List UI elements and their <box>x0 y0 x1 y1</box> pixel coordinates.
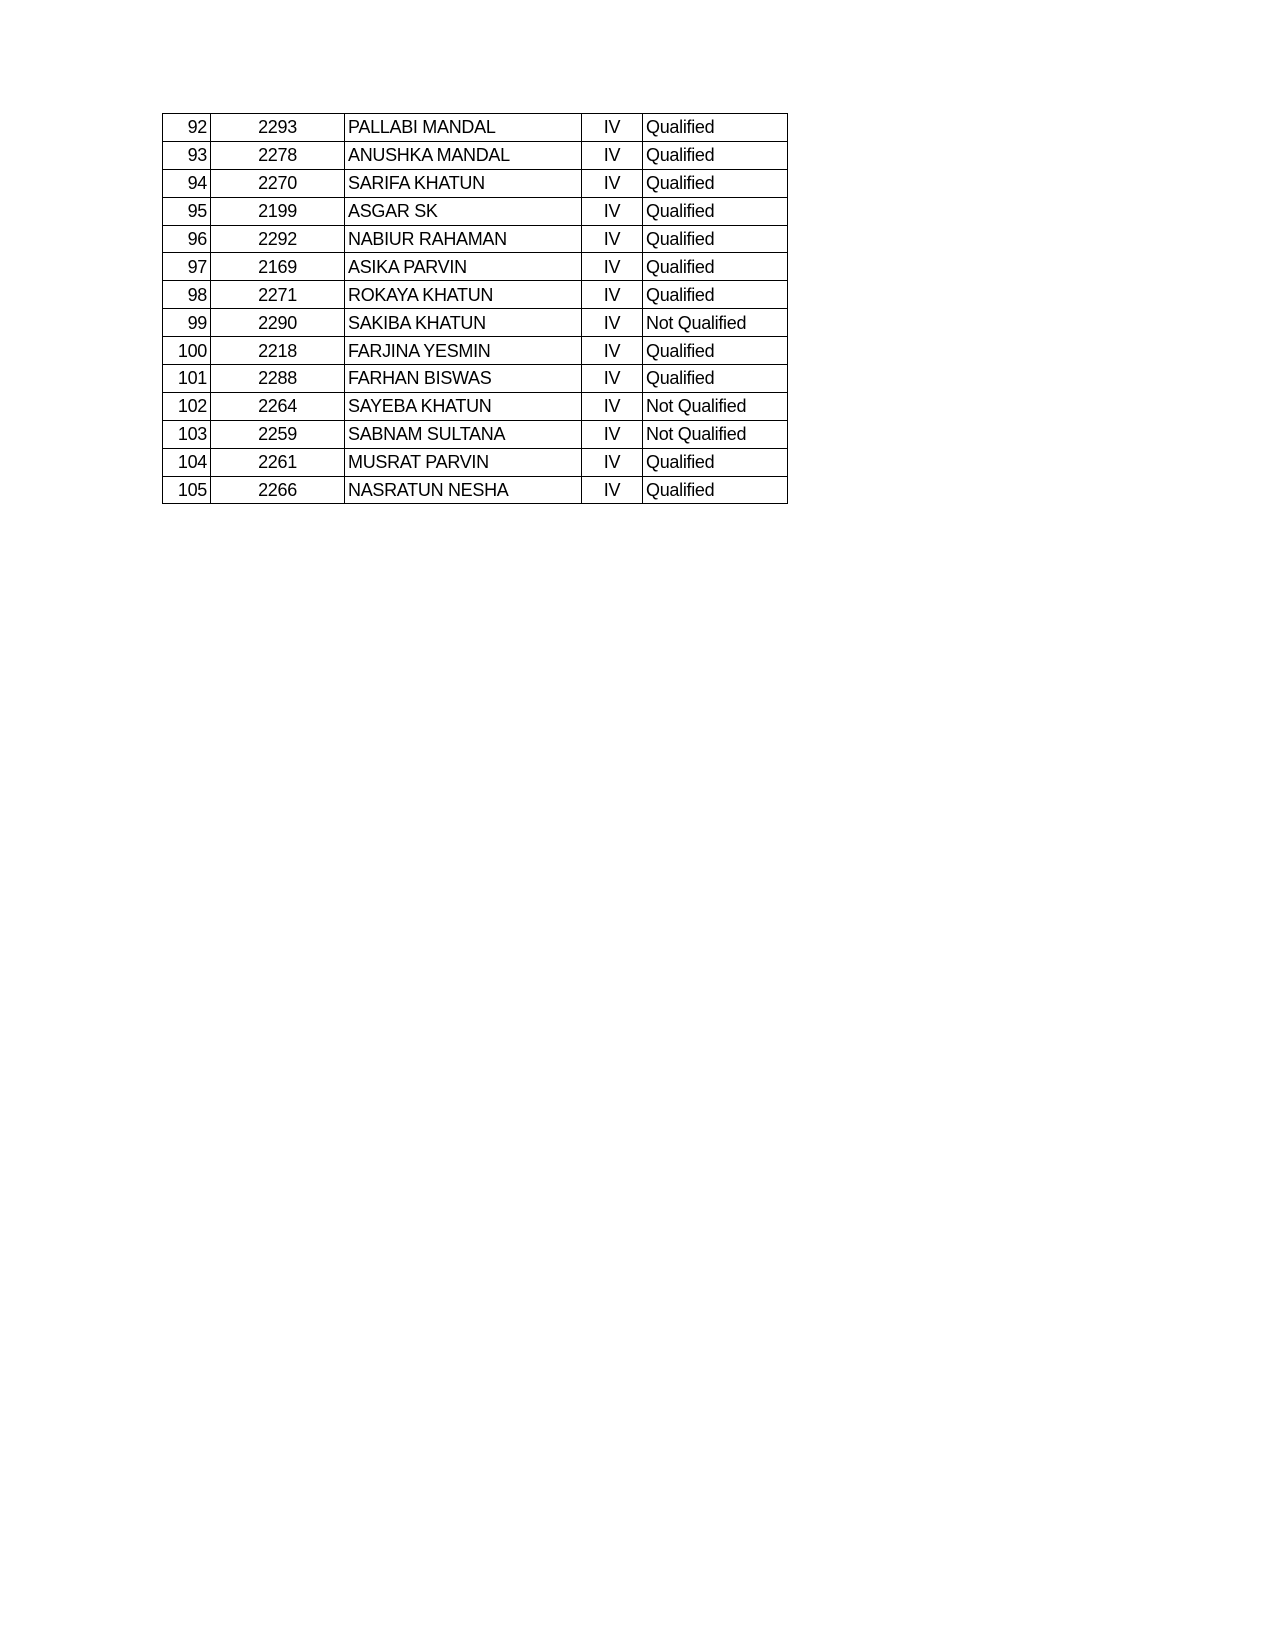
results-table: 92 2293 PALLABI MANDAL IV Qualified 93 2… <box>162 113 788 505</box>
class-cell: IV <box>581 196 643 226</box>
status-cell: Qualified <box>642 280 788 310</box>
class-cell: IV <box>581 364 643 393</box>
serial-cell: 92 <box>162 113 211 142</box>
serial-cell: 96 <box>162 224 211 254</box>
table-row: 101 2288 FARHAN BISWAS IV Qualified <box>162 364 788 393</box>
name-cell: FARHAN BISWAS <box>344 364 582 393</box>
serial-cell: 104 <box>162 447 211 477</box>
table-row: 95 2199 ASGAR SK IV Qualified <box>162 196 788 226</box>
serial-cell: 98 <box>162 280 211 310</box>
roll-cell: 2218 <box>210 336 345 366</box>
status-cell: Not Qualified <box>642 419 788 449</box>
name-cell: NASRATUN NESHA <box>344 475 582 505</box>
status-cell: Qualified <box>642 113 788 142</box>
class-cell: IV <box>581 168 643 198</box>
table-row: 98 2271 ROKAYA KHATUN IV Qualified <box>162 280 788 310</box>
class-cell: IV <box>581 391 643 421</box>
table-row: 93 2278 ANUSHKA MANDAL IV Qualified <box>162 140 788 170</box>
status-cell: Not Qualified <box>642 308 788 338</box>
roll-cell: 2270 <box>210 168 345 198</box>
name-cell: ASIKA PARVIN <box>344 252 582 282</box>
serial-cell: 105 <box>162 475 211 505</box>
roll-cell: 2292 <box>210 224 345 254</box>
status-cell: Qualified <box>642 224 788 254</box>
results-table-body: 92 2293 PALLABI MANDAL IV Qualified 93 2… <box>162 113 788 505</box>
table-row: 100 2218 FARJINA YESMIN IV Qualified <box>162 336 788 366</box>
serial-cell: 95 <box>162 196 211 226</box>
class-cell: IV <box>581 140 643 170</box>
serial-cell: 99 <box>162 308 211 338</box>
table-row: 103 2259 SABNAM SULTANA IV Not Qualified <box>162 419 788 449</box>
class-cell: IV <box>581 308 643 338</box>
status-cell: Qualified <box>642 168 788 198</box>
table-row: 104 2261 MUSRAT PARVIN IV Qualified <box>162 447 788 477</box>
name-cell: FARJINA YESMIN <box>344 336 582 366</box>
table-row: 92 2293 PALLABI MANDAL IV Qualified <box>162 113 788 142</box>
class-cell: IV <box>581 419 643 449</box>
status-cell: Qualified <box>642 364 788 393</box>
table-row: 105 2266 NASRATUN NESHA IV Qualified <box>162 475 788 505</box>
name-cell: SAYEBA KHATUN <box>344 391 582 421</box>
name-cell: SAKIBA KHATUN <box>344 308 582 338</box>
table-row: 99 2290 SAKIBA KHATUN IV Not Qualified <box>162 308 788 338</box>
class-cell: IV <box>581 280 643 310</box>
roll-cell: 2169 <box>210 252 345 282</box>
name-cell: SABNAM SULTANA <box>344 419 582 449</box>
roll-cell: 2261 <box>210 447 345 477</box>
roll-cell: 2266 <box>210 475 345 505</box>
class-cell: IV <box>581 336 643 366</box>
serial-cell: 94 <box>162 168 211 198</box>
name-cell: NABIUR RAHAMAN <box>344 224 582 254</box>
status-cell: Qualified <box>642 252 788 282</box>
name-cell: MUSRAT PARVIN <box>344 447 582 477</box>
status-cell: Qualified <box>642 475 788 505</box>
serial-cell: 97 <box>162 252 211 282</box>
class-cell: IV <box>581 447 643 477</box>
serial-cell: 100 <box>162 336 211 366</box>
status-cell: Qualified <box>642 196 788 226</box>
roll-cell: 2199 <box>210 196 345 226</box>
name-cell: ANUSHKA MANDAL <box>344 140 582 170</box>
status-cell: Qualified <box>642 336 788 366</box>
name-cell: PALLABI MANDAL <box>344 113 582 142</box>
class-cell: IV <box>581 252 643 282</box>
name-cell: ASGAR SK <box>344 196 582 226</box>
roll-cell: 2288 <box>210 364 345 393</box>
serial-cell: 93 <box>162 140 211 170</box>
class-cell: IV <box>581 113 643 142</box>
roll-cell: 2278 <box>210 140 345 170</box>
roll-cell: 2290 <box>210 308 345 338</box>
table-row: 94 2270 SARIFA KHATUN IV Qualified <box>162 168 788 198</box>
roll-cell: 2264 <box>210 391 345 421</box>
name-cell: ROKAYA KHATUN <box>344 280 582 310</box>
serial-cell: 101 <box>162 364 211 393</box>
table-row: 102 2264 SAYEBA KHATUN IV Not Qualified <box>162 391 788 421</box>
name-cell: SARIFA KHATUN <box>344 168 582 198</box>
table-row: 97 2169 ASIKA PARVIN IV Qualified <box>162 252 788 282</box>
serial-cell: 102 <box>162 391 211 421</box>
table-row: 96 2292 NABIUR RAHAMAN IV Qualified <box>162 224 788 254</box>
roll-cell: 2271 <box>210 280 345 310</box>
class-cell: IV <box>581 475 643 505</box>
serial-cell: 103 <box>162 419 211 449</box>
class-cell: IV <box>581 224 643 254</box>
roll-cell: 2259 <box>210 419 345 449</box>
status-cell: Not Qualified <box>642 391 788 421</box>
roll-cell: 2293 <box>210 113 345 142</box>
status-cell: Qualified <box>642 140 788 170</box>
status-cell: Qualified <box>642 447 788 477</box>
